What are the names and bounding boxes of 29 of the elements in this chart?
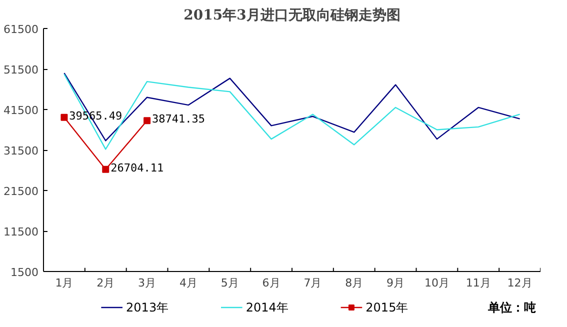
legend-label: 2013年 xyxy=(126,300,169,314)
y-tick-label: 11500 xyxy=(4,226,39,238)
data-label: 26704.11 xyxy=(110,161,164,174)
text: 单位：吨 xyxy=(487,300,536,314)
legend-label: 2015年 xyxy=(366,300,408,314)
x-tick-label: 8月 xyxy=(345,276,364,290)
x-tick-label: 3月 xyxy=(138,276,156,290)
y-tick-label: 21500 xyxy=(4,185,39,198)
y-tick-label: 31500 xyxy=(4,144,39,158)
x-tick-label: 1月 xyxy=(55,276,74,290)
x-tick-label: 11月 xyxy=(466,276,491,290)
y-tick-label: 51500 xyxy=(4,64,39,76)
chart-title: 2015年3月进口无取向硅钢走势图 xyxy=(184,8,400,24)
x-tick-label: 5月 xyxy=(220,276,239,290)
data-label: 38741.35 xyxy=(152,112,205,126)
x-tick-label: 7月 xyxy=(304,276,322,290)
y-tick-label: 1500 xyxy=(10,266,39,279)
y-tick-label: 41500 xyxy=(4,104,39,117)
legend-label: 2014年 xyxy=(246,300,288,314)
point xyxy=(144,117,151,124)
x-tick-label: 2月 xyxy=(96,276,115,290)
x-tick-label: 10月 xyxy=(424,276,450,290)
x-tick-label: 6月 xyxy=(262,276,280,290)
x-tick-label: 9月 xyxy=(386,276,405,290)
x-tick-label: 4月 xyxy=(179,276,198,290)
point xyxy=(102,166,110,173)
point xyxy=(60,114,68,121)
y-tick-label: 61500 xyxy=(4,23,39,36)
x-tick-label: 12月 xyxy=(507,276,532,290)
